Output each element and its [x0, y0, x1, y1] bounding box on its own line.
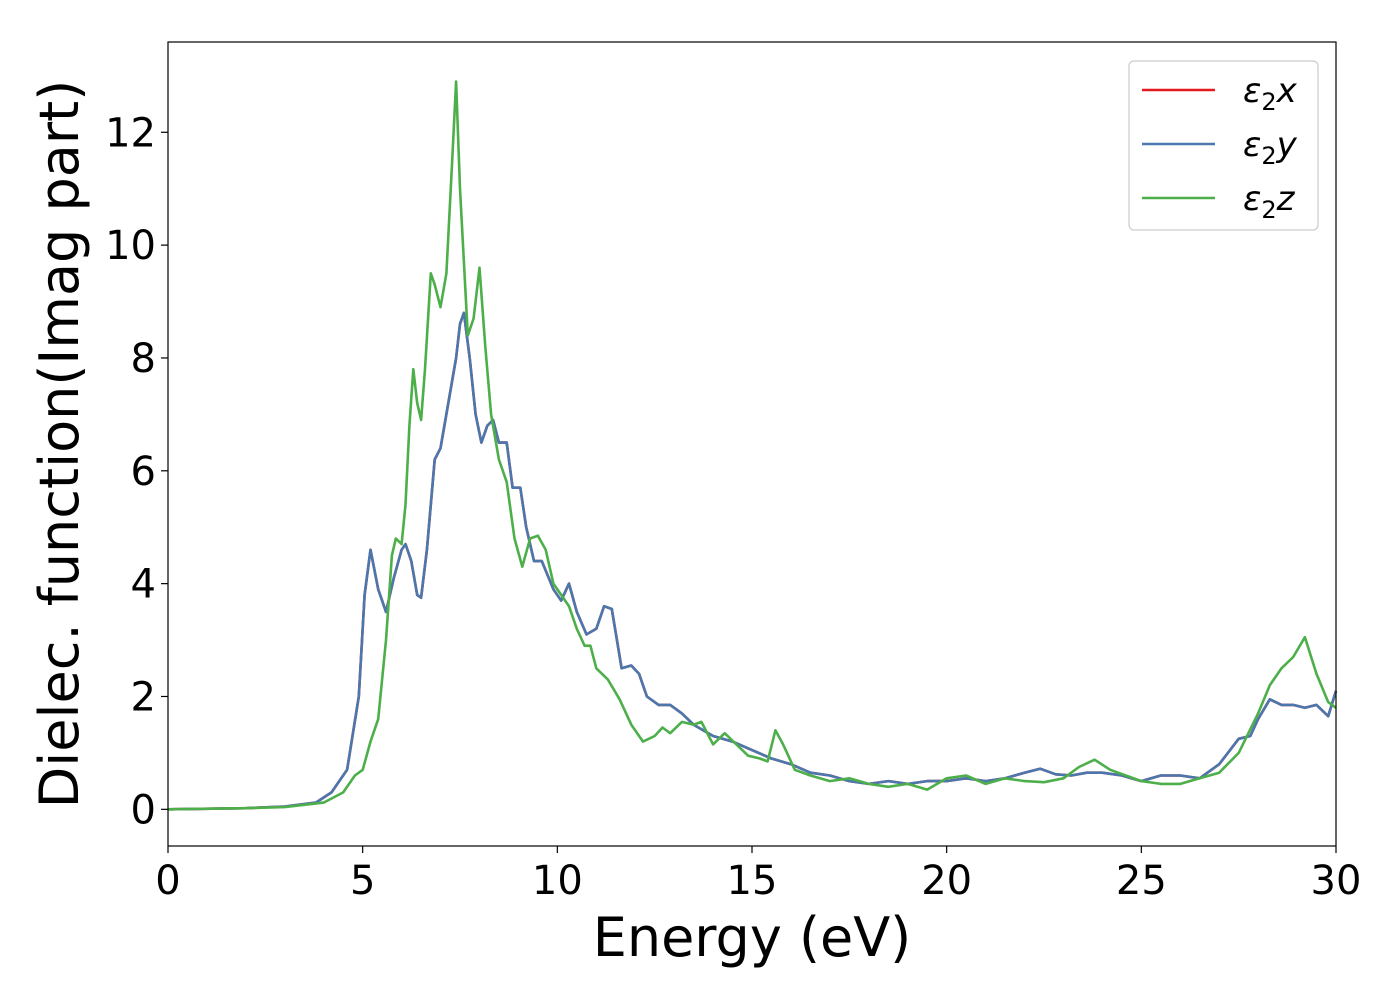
x-tick-label: 15: [727, 858, 778, 904]
y-tick-label: 4: [131, 562, 156, 608]
x-axis: 0 5 10 15 20 25 30: [155, 846, 1361, 904]
y-tick-label: 10: [105, 223, 156, 269]
y-tick-label: 12: [105, 110, 156, 156]
legend: ε2x ε2y ε2z: [1128, 60, 1319, 231]
y-tick-label: 2: [131, 674, 156, 720]
y-tick-label: 6: [131, 449, 156, 495]
series-layer: [167, 80, 1338, 811]
y-axis-label: Dielec. function(Imag part): [28, 80, 91, 809]
x-tick-label: 10: [532, 858, 583, 904]
x-tick-label: 20: [921, 858, 972, 904]
legend-label: ε2y: [1243, 125, 1298, 170]
x-tick-label: 0: [155, 858, 180, 904]
y-tick-label: 8: [131, 336, 156, 382]
x-tick-label: 5: [350, 858, 375, 904]
x-tick-label: 30: [1311, 858, 1362, 904]
y-tick-label: 0: [131, 787, 156, 833]
x-tick-label: 25: [1116, 858, 1167, 904]
series-line-3: [167, 80, 1337, 811]
legend-label: ε2z: [1243, 179, 1296, 224]
legend-box: [1128, 60, 1319, 231]
y-axis: 0 2 4 6 8 10 12: [105, 110, 168, 833]
legend-label: ε2x: [1243, 71, 1298, 116]
x-axis-label: Energy (eV): [593, 906, 912, 969]
